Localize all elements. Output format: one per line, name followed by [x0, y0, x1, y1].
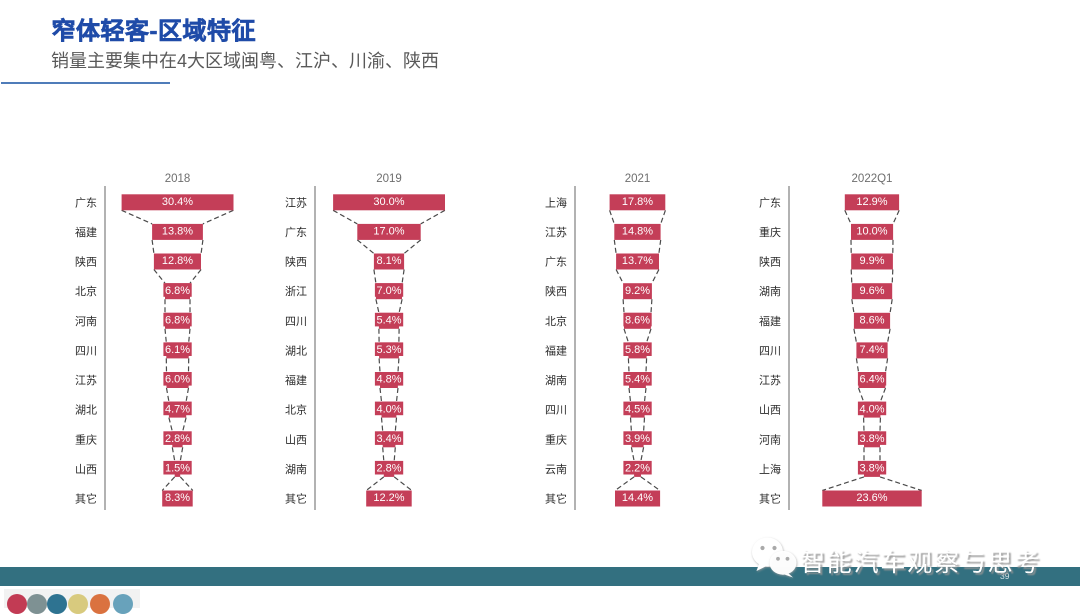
svg-text:2.8%: 2.8% — [165, 433, 190, 445]
svg-text:江苏: 江苏 — [759, 374, 781, 387]
svg-text:广东: 广东 — [285, 226, 307, 239]
svg-text:30.0%: 30.0% — [373, 196, 404, 208]
svg-text:2.8%: 2.8% — [376, 463, 401, 475]
svg-text:14.4%: 14.4% — [622, 492, 653, 504]
svg-text:江苏: 江苏 — [545, 226, 567, 239]
svg-text:重庆: 重庆 — [545, 432, 567, 446]
svg-text:2.2%: 2.2% — [625, 463, 650, 475]
svg-text:5.4%: 5.4% — [625, 374, 650, 386]
svg-text:山西: 山西 — [75, 463, 97, 476]
svg-text:13.8%: 13.8% — [162, 226, 193, 238]
svg-text:其它: 其它 — [285, 492, 307, 506]
svg-text:其它: 其它 — [75, 492, 97, 506]
svg-text:2021: 2021 — [625, 173, 651, 185]
svg-text:9.2%: 9.2% — [625, 285, 650, 297]
svg-text:其它: 其它 — [545, 492, 567, 506]
svg-text:5.3%: 5.3% — [376, 344, 401, 356]
svg-text:4.5%: 4.5% — [625, 403, 650, 415]
svg-text:河南: 河南 — [759, 433, 781, 446]
svg-text:湖北: 湖北 — [75, 404, 97, 417]
svg-text:6.0%: 6.0% — [165, 374, 190, 386]
svg-text:8.3%: 8.3% — [165, 492, 190, 504]
svg-text:9.6%: 9.6% — [859, 285, 884, 297]
svg-text:四川: 四川 — [285, 316, 307, 328]
svg-text:北京: 北京 — [75, 284, 97, 298]
svg-text:江苏: 江苏 — [285, 196, 307, 209]
svg-text:北京: 北京 — [545, 314, 567, 328]
svg-text:福建: 福建 — [75, 225, 97, 239]
svg-text:四川: 四川 — [75, 345, 97, 357]
svg-text:8.6%: 8.6% — [859, 315, 884, 327]
svg-text:12.8%: 12.8% — [162, 255, 193, 267]
svg-text:陕西: 陕西 — [285, 255, 307, 269]
svg-text:9.9%: 9.9% — [859, 255, 884, 267]
svg-text:福建: 福建 — [285, 373, 307, 387]
svg-text:重庆: 重庆 — [759, 225, 781, 239]
svg-text:福建: 福建 — [545, 343, 567, 357]
svg-text:3.8%: 3.8% — [859, 463, 884, 475]
svg-text:14.8%: 14.8% — [622, 226, 653, 238]
svg-text:湖北: 湖北 — [285, 344, 307, 357]
svg-text:北京: 北京 — [285, 403, 307, 417]
svg-text:12.9%: 12.9% — [856, 196, 887, 208]
svg-text:重庆: 重庆 — [75, 432, 97, 446]
svg-text:30.4%: 30.4% — [162, 196, 193, 208]
svg-text:4.8%: 4.8% — [376, 374, 401, 386]
svg-text:福建: 福建 — [759, 314, 781, 328]
svg-text:13.7%: 13.7% — [622, 255, 653, 267]
svg-text:其它: 其它 — [759, 492, 781, 506]
svg-text:6.8%: 6.8% — [165, 285, 190, 297]
svg-text:广东: 广东 — [545, 256, 567, 269]
svg-text:6.8%: 6.8% — [165, 315, 190, 327]
svg-text:1.5%: 1.5% — [165, 463, 190, 475]
svg-text:江苏: 江苏 — [75, 374, 97, 387]
svg-text:广东: 广东 — [759, 196, 781, 209]
svg-text:4.0%: 4.0% — [859, 403, 884, 415]
svg-text:8.1%: 8.1% — [376, 255, 401, 267]
svg-text:23.6%: 23.6% — [856, 492, 887, 504]
svg-text:四川: 四川 — [545, 405, 567, 417]
svg-text:广东: 广东 — [75, 196, 97, 209]
svg-text:4.0%: 4.0% — [376, 403, 401, 415]
svg-text:2019: 2019 — [376, 173, 402, 185]
svg-text:湖南: 湖南 — [759, 285, 781, 298]
svg-text:17.0%: 17.0% — [373, 226, 404, 238]
svg-text:陕西: 陕西 — [545, 284, 567, 298]
svg-text:6.1%: 6.1% — [165, 344, 190, 356]
svg-text:河南: 河南 — [75, 315, 97, 328]
svg-text:3.4%: 3.4% — [376, 433, 401, 445]
svg-text:湖南: 湖南 — [545, 374, 567, 387]
svg-text:3.9%: 3.9% — [625, 433, 650, 445]
svg-text:12.2%: 12.2% — [373, 492, 404, 504]
svg-text:7.4%: 7.4% — [859, 344, 884, 356]
svg-text:浙江: 浙江 — [285, 285, 307, 298]
svg-text:5.8%: 5.8% — [625, 344, 650, 356]
svg-text:8.6%: 8.6% — [625, 315, 650, 327]
svg-text:山西: 山西 — [285, 433, 307, 446]
svg-text:四川: 四川 — [759, 345, 781, 357]
svg-text:2022Q1: 2022Q1 — [852, 173, 893, 185]
svg-text:山西: 山西 — [759, 404, 781, 417]
svg-text:上海: 上海 — [545, 195, 567, 209]
svg-text:陕西: 陕西 — [759, 255, 781, 269]
svg-text:3.8%: 3.8% — [859, 433, 884, 445]
svg-text:2018: 2018 — [165, 173, 191, 185]
svg-text:17.8%: 17.8% — [622, 196, 653, 208]
svg-text:湖南: 湖南 — [285, 463, 307, 476]
svg-text:云南: 云南 — [545, 463, 567, 476]
svg-text:陕西: 陕西 — [75, 255, 97, 269]
svg-text:10.0%: 10.0% — [856, 226, 887, 238]
svg-text:6.4%: 6.4% — [859, 374, 884, 386]
svg-text:7.0%: 7.0% — [376, 285, 401, 297]
svg-text:5.4%: 5.4% — [376, 315, 401, 327]
svg-text:上海: 上海 — [759, 462, 781, 476]
svg-text:4.7%: 4.7% — [165, 403, 190, 415]
